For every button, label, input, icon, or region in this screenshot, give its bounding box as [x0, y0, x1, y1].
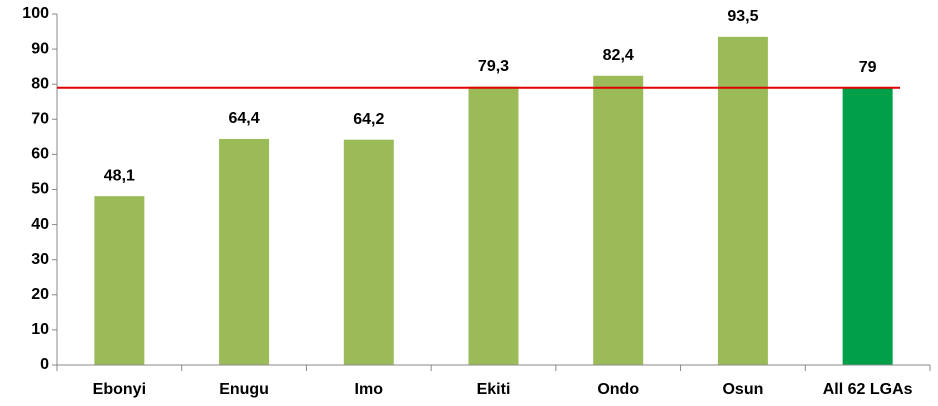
- x-tick-label: Enugu: [219, 381, 269, 398]
- bar: [219, 138, 270, 365]
- value-label: 64,4: [229, 110, 260, 127]
- y-tick-label: 40: [31, 216, 49, 233]
- x-tick-label: Imo: [355, 381, 384, 398]
- y-tick-label: 10: [31, 321, 49, 338]
- bar: [468, 86, 519, 366]
- bar: [717, 36, 768, 365]
- y-tick-label: 0: [40, 356, 49, 373]
- x-tick-label: Osun: [722, 381, 763, 398]
- value-label: 82,4: [603, 47, 634, 64]
- bar: [593, 75, 644, 365]
- y-tick-label: 70: [31, 111, 49, 128]
- x-tick-label: All 62 LGAs: [823, 381, 913, 398]
- y-tick-label: 80: [31, 75, 49, 92]
- value-label: 64,2: [353, 111, 384, 128]
- y-tick-label: 50: [31, 181, 49, 198]
- value-label: 93,5: [727, 8, 758, 25]
- value-label: 48,1: [104, 167, 135, 184]
- bar: [94, 196, 145, 365]
- y-tick-label: 30: [31, 251, 49, 268]
- value-label: 79: [859, 59, 877, 76]
- bar: [842, 87, 893, 366]
- bar: [343, 139, 394, 365]
- y-tick-label: 60: [31, 146, 49, 163]
- x-tick-label: Ekiti: [477, 381, 511, 398]
- y-tick-label: 90: [31, 40, 49, 57]
- x-tick-label: Ebonyi: [93, 381, 146, 398]
- y-tick-label: 20: [31, 286, 49, 303]
- value-label: 79,3: [478, 58, 509, 75]
- x-tick-label: Ondo: [597, 381, 639, 398]
- y-tick-label: 100: [22, 5, 49, 22]
